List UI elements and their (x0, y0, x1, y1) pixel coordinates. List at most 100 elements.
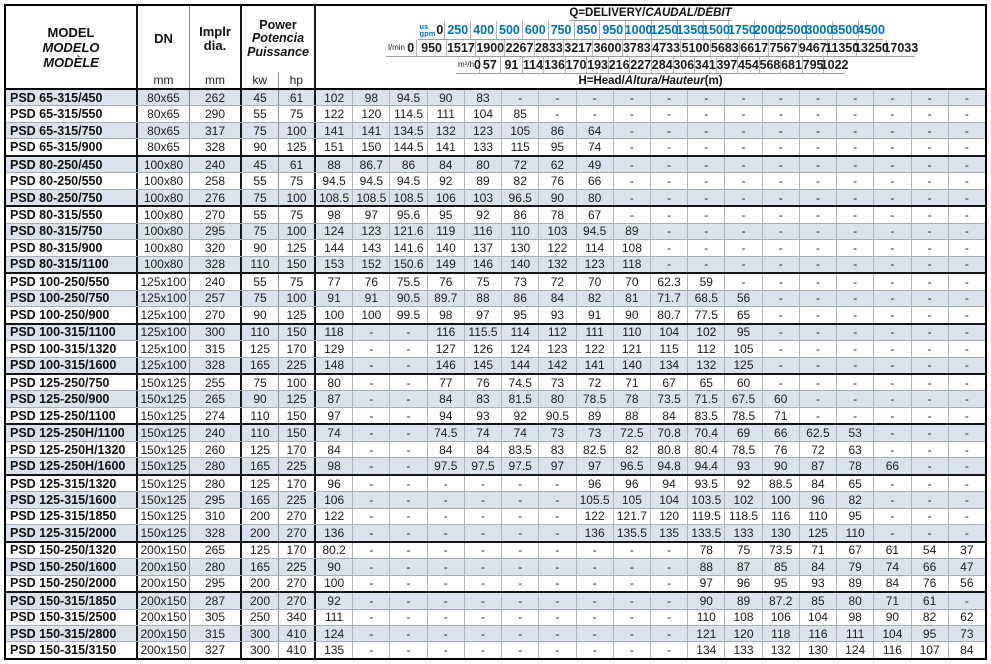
head-value-cell: - (353, 374, 391, 391)
model-cell: PSD 125-250H/1600 (6, 458, 138, 474)
head-value-cell: 76 (539, 173, 577, 189)
head-value-cell: 121 (614, 341, 651, 357)
head-value-cell: - (465, 559, 503, 575)
head-value-cell: 73 (502, 274, 540, 290)
head-value-cell: - (651, 156, 689, 173)
impeller-dia-column-header: Implr dia. mm (190, 6, 242, 88)
head-value-cell: 60 (725, 374, 763, 391)
flow-header-cell: 17033 (883, 40, 918, 56)
head-value-cell: 122 (577, 508, 614, 525)
head-value-cell: - (912, 492, 949, 508)
head-value-cell: - (874, 256, 912, 273)
flow-value: 9467 (798, 41, 827, 55)
head-value-cell: 76 (763, 441, 800, 458)
flow-unit-label: us gpm (419, 22, 436, 38)
head-value-cell: - (651, 256, 689, 273)
head-value-cell: 120 (651, 508, 689, 525)
model-cell: PSD 125-315/1600 (6, 492, 138, 508)
head-value-cell: - (912, 207, 949, 223)
head-value-cell: 49 (577, 156, 614, 173)
head-value-cell: - (539, 609, 577, 625)
table-row: PSD 100-315/1600 125x100 328 165 225 148- -146… (6, 357, 985, 375)
head-value-cell: - (725, 156, 763, 173)
head-value-cell: 77.5 (688, 307, 726, 323)
flow-value: 306 (673, 58, 695, 72)
head-value-cell: 141.6 (390, 240, 428, 256)
head-value-cell: 88 (465, 290, 503, 307)
head-value-cell: 150.6 (390, 256, 428, 273)
head-value-cell: - (964, 274, 969, 289)
head-value-cell: - (651, 223, 689, 240)
head-value-cell: 132 (688, 357, 726, 373)
table-row: PSD 150-250/1600 200x150 280 165 225 90- - - - - -… (6, 559, 985, 576)
model-cell: PSD 125-250/900 (6, 391, 138, 407)
head-value-cell: - (912, 407, 949, 424)
head-value-cell: 121.7 (614, 508, 651, 525)
head-value-cell: - (353, 626, 391, 642)
power-unit-hp: hp (289, 73, 303, 87)
head-value-cell: 104 (465, 106, 503, 122)
power-hp-cell: 61 (279, 156, 316, 173)
flow-header-cell: 306 (673, 57, 696, 73)
flow-header-cell: 91 (501, 57, 523, 73)
impeller-dia-cell: 315 (190, 341, 242, 357)
flow-header-cell: 1750 (728, 21, 756, 39)
flow-value: 397 (716, 58, 738, 72)
table-row: PSD 150-315/2800 200x150 315 300 410 124- - - - -… (6, 626, 985, 643)
head-value-cell: - (465, 525, 503, 541)
flow-value: 1900 (476, 41, 505, 55)
impeller-dia-cell: 255 (190, 374, 242, 391)
head-value-cell: - (800, 290, 838, 307)
head-value-cell: - (837, 240, 875, 256)
power-kw-cell: 55 (242, 106, 279, 122)
head-value-cell: 133 (725, 525, 763, 541)
head-value-cell: 80.2 (316, 542, 354, 559)
flow-header-cell: 3600 (593, 40, 623, 56)
head-value-cell: 100 (763, 492, 800, 508)
head-value-cell: 85 (502, 106, 540, 122)
head-value-cell: - (763, 341, 800, 357)
head-value-cell: 125 (800, 525, 838, 541)
head-value-cell: - (964, 257, 969, 272)
head-value-cell: 129 (316, 341, 354, 357)
power-kw-cell: 55 (242, 274, 279, 290)
head-value-cell: 122 (316, 106, 354, 122)
power-hp-cell: 340 (279, 609, 316, 625)
head-value-cell: 118 (614, 256, 651, 273)
model-cell: PSD 125-315/1850 (6, 508, 138, 525)
dn-cell: 150x125 (138, 425, 190, 441)
head-value-cell: - (763, 374, 800, 391)
dn-cell: 125x100 (138, 274, 190, 290)
head-value-cell: - (964, 358, 969, 373)
head-value-cell: - (725, 90, 763, 106)
head-value-cell: 102 (688, 324, 726, 341)
head-value-cell: 60 (763, 391, 800, 407)
head-value-cell: 103 (539, 223, 577, 240)
head-value-cell: 130 (800, 642, 838, 658)
head-value-cell: - (465, 492, 503, 508)
dn-cell: 80x65 (138, 90, 190, 106)
table-body: PSD 65-315/450 80x65 262 45 61 102 98 94.5 90 83-… (6, 90, 985, 658)
table-row: PSD 125-250/1100 150x125 274 110 150 97- -94 93… (6, 407, 985, 426)
head-value-cell: - (964, 392, 969, 407)
head-value-cell: - (964, 307, 969, 322)
head-value-cell: - (390, 626, 428, 642)
impeller-dia-cell: 290 (190, 106, 242, 122)
dn-cell: 80x65 (138, 122, 190, 139)
head-value-cell: - (837, 139, 875, 155)
head-value-cell: 110 (837, 525, 875, 541)
impeller-dia-cell: 276 (190, 189, 242, 206)
power-kw-cell: 200 (242, 575, 279, 592)
head-value-cell: - (837, 357, 875, 373)
flow-value: 3000 (805, 23, 834, 37)
table-row: PSD 125-250/750 150x125 255 75 100 80- -77 76 74… (6, 374, 985, 392)
head-value-cell: 127 (428, 341, 465, 357)
head-value-cell: 92 (725, 475, 763, 492)
power-hp-cell: 150 (279, 324, 316, 341)
head-value-cell: 122 (539, 240, 577, 256)
head-value-cell: 119 (428, 223, 465, 240)
head-value-cell: 103 (465, 189, 503, 206)
flow-header-cell: 950 (417, 40, 447, 56)
implr-unit: mm (205, 73, 225, 87)
head-value-cell: 37 (960, 543, 974, 558)
